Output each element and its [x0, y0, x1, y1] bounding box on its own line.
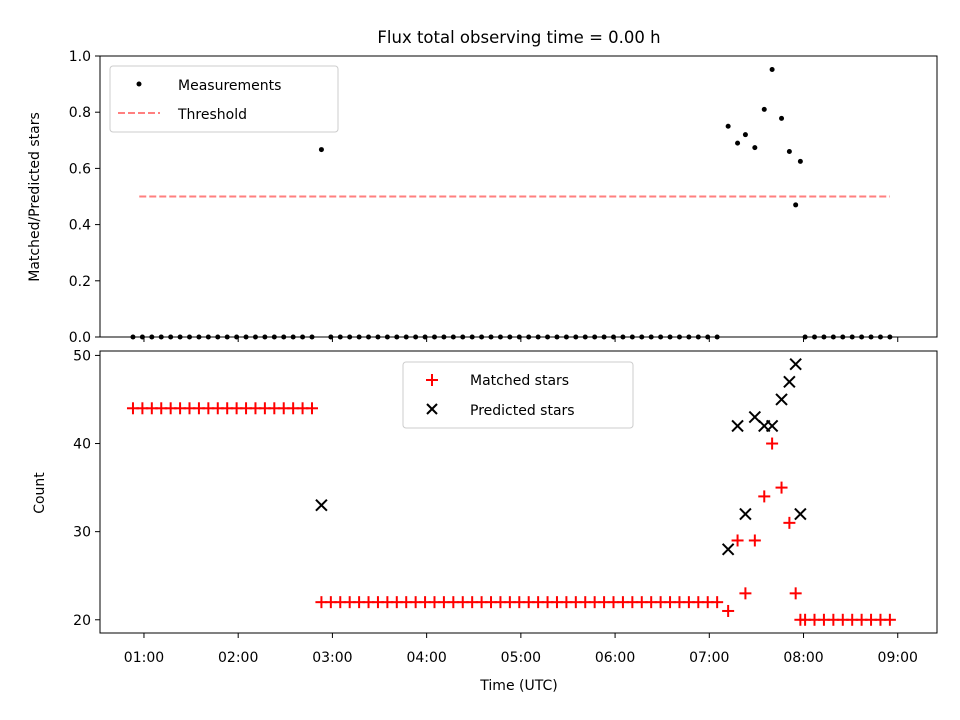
- top-chart-ylabel: Matched/Predicted stars: [27, 112, 43, 282]
- top-ytick-label: 0.0: [69, 330, 91, 346]
- legend-predicted-marker: [426, 403, 438, 415]
- predicted-star-point: [731, 419, 744, 433]
- legend-measurements-label: Measurements: [178, 78, 281, 94]
- top-ytick-label: 0.8: [69, 105, 91, 121]
- legend-matched-label: Matched stars: [470, 373, 569, 389]
- matched-star-point: [731, 534, 744, 547]
- bottom-legend-box: [402, 361, 634, 429]
- predicted-star-point: [315, 499, 328, 512]
- bottom-xtick-label: 01:00: [124, 650, 164, 666]
- bottom-xtick-label: 05:00: [501, 650, 541, 666]
- bottom-xtick-label: 07:00: [689, 650, 729, 666]
- bottom-ytick-label: 50: [73, 348, 91, 364]
- measurement-point: [318, 147, 324, 153]
- top-chart-title: Flux total observing time = 0.00 h: [377, 28, 660, 47]
- measurement-point: [725, 123, 731, 129]
- measurement-point: [797, 158, 803, 164]
- bottom-plot-area: [126, 358, 896, 626]
- bottom-ytick-label: 40: [73, 437, 91, 453]
- top-ytick-label: 0.6: [69, 161, 91, 177]
- measurement-point: [742, 132, 748, 138]
- measurement-point: [793, 202, 799, 208]
- bottom-chart-ylabel: Count: [32, 472, 48, 514]
- bottom-xtick-label: 03:00: [312, 650, 352, 666]
- predicted-star-point: [765, 419, 779, 433]
- predicted-star-point: [794, 507, 807, 521]
- bottom-ytick-label: 20: [73, 613, 91, 629]
- matched-star-point: [775, 481, 788, 494]
- predicted-star-point: [739, 507, 752, 521]
- predicted-star-point: [721, 543, 735, 556]
- matched-star-point: [305, 402, 318, 415]
- matched-star-point: [783, 516, 796, 529]
- bottom-xtick-label: 08:00: [783, 650, 823, 666]
- bottom-axes-frame: [99, 350, 938, 634]
- legend-predicted-label: Predicted stars: [470, 403, 575, 419]
- measurement-point: [779, 115, 785, 121]
- top-ytick-label: 0.2: [69, 274, 91, 290]
- bottom-xtick-label: 09:00: [878, 650, 918, 666]
- top-legend: Measurements Threshold: [109, 65, 339, 133]
- measurement-point: [769, 66, 775, 72]
- measurement-point: [786, 149, 792, 155]
- matched-star-point: [766, 437, 779, 450]
- top-axes-frame: [99, 55, 938, 338]
- matched-star-point: [883, 613, 896, 626]
- bottom-legend: Matched stars Predicted stars: [402, 361, 634, 429]
- matched-star-point: [711, 596, 724, 609]
- legend-measurements-marker: [136, 81, 142, 87]
- predicted-star-point: [775, 393, 788, 406]
- top-ytick-label: 0.4: [69, 218, 91, 234]
- matched-star-point: [748, 534, 761, 547]
- top-legend-box: [109, 65, 339, 133]
- bottom-ytick-label: 30: [73, 525, 91, 541]
- matched-star-point: [739, 587, 752, 600]
- measurement-point: [761, 106, 767, 112]
- predicted-star-point: [783, 375, 796, 389]
- predicted-star-point: [789, 358, 802, 371]
- legend-matched-marker: [426, 374, 438, 386]
- bottom-xtick-label: 06:00: [595, 650, 635, 666]
- bottom-chart-xlabel: Time (UTC): [479, 678, 557, 694]
- matched-star-point: [722, 604, 735, 617]
- legend-threshold-label: Threshold: [177, 107, 247, 123]
- matched-star-point: [789, 587, 802, 600]
- top-ytick-label: 1.0: [69, 49, 91, 65]
- bottom-xtick-label: 04:00: [406, 650, 446, 666]
- bottom-xtick-label: 02:00: [218, 650, 258, 666]
- measurement-point: [752, 145, 758, 151]
- matched-star-point: [758, 490, 771, 503]
- measurement-point: [735, 140, 741, 146]
